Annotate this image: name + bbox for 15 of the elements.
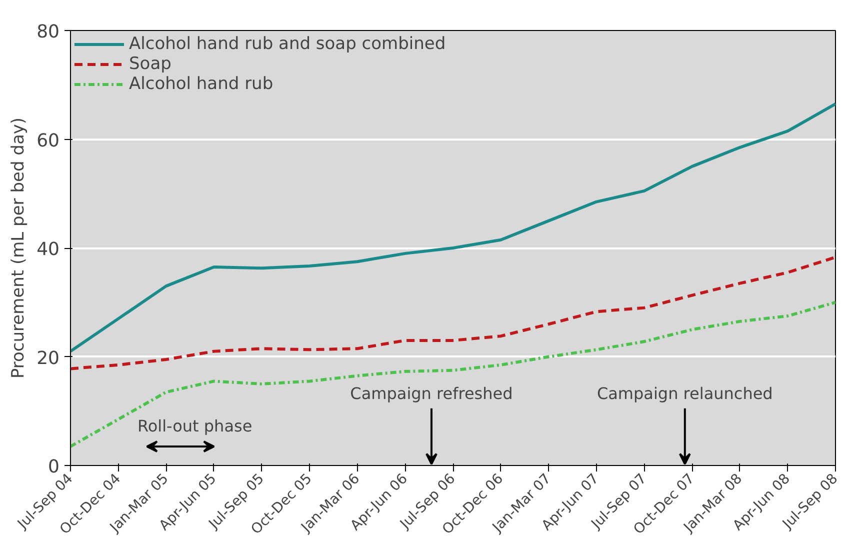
legend-label: Alcohol hand rub [129, 74, 274, 94]
line-series [70, 102, 836, 353]
y-axis-title: Procurement (mL per bed day) [8, 117, 29, 379]
y-tick-label: 20 [36, 348, 60, 369]
y-tick-label: 60 [36, 130, 60, 152]
annotation: Campaign refreshed [350, 384, 513, 403]
y-tick-label: 40 [36, 239, 60, 260]
annotation: Campaign relaunched [596, 384, 773, 403]
line-series [70, 300, 836, 448]
annotation: Roll-out phase [137, 416, 252, 436]
y-tick-label: 80 [36, 22, 60, 42]
y-tick-label: 0 [48, 456, 60, 478]
legend-label: Soap [129, 54, 172, 74]
legend-label: Alcohol hand rub and soap combined [129, 34, 446, 54]
line-series [70, 256, 836, 370]
